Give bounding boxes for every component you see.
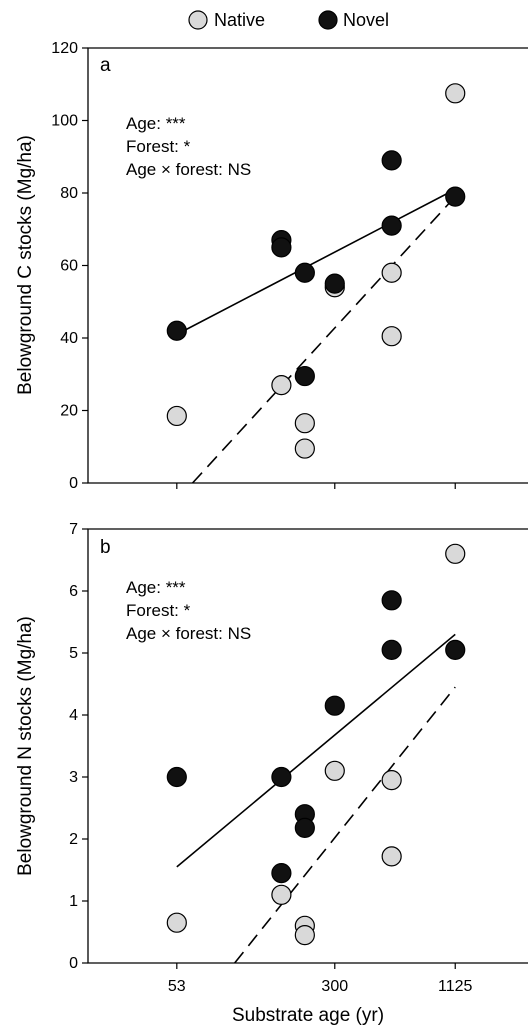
panel-b-y-tick-label-5: 5 bbox=[69, 645, 78, 662]
panel-b-fit-line-native bbox=[234, 686, 456, 964]
panel-a-point-native-3 bbox=[294, 438, 315, 459]
panel-a-y-axis-title: Belowground C stocks (Mg/ha) bbox=[15, 135, 36, 395]
panel-b-point-novel-6 bbox=[381, 590, 402, 611]
panel-a-y-tick-label-5: 100 bbox=[51, 113, 78, 130]
panel-a-annotation-interaction: Age × forest: NS bbox=[126, 160, 251, 179]
panel-b-point-native-7 bbox=[445, 543, 466, 564]
x-tick-label-1: 300 bbox=[321, 978, 348, 995]
panel-a-y-tick-label-1: 20 bbox=[60, 403, 78, 420]
panel-b-y-tick-label-0: 0 bbox=[69, 955, 78, 972]
panel-b-y-tick-label-3: 3 bbox=[69, 769, 78, 786]
panel-a-point-native-7 bbox=[445, 83, 466, 104]
panel-b-y-tick-label-7: 7 bbox=[69, 521, 78, 538]
panel-a-point-novel-5 bbox=[324, 273, 345, 294]
x-tick-label-2: 1125 bbox=[438, 978, 473, 995]
panel-b-point-novel-1 bbox=[271, 766, 292, 788]
panel-b-point-novel-2 bbox=[271, 862, 292, 884]
panel-b-y-axis-title: Belowground N stocks (Mg/ha) bbox=[15, 616, 36, 876]
panel-b-point-native-5 bbox=[381, 769, 402, 791]
legend-marker-native bbox=[188, 10, 208, 30]
panel-a-fit-line-novel bbox=[176, 188, 456, 336]
panel-b-y-tick-label-6: 6 bbox=[69, 583, 78, 600]
panel-a-y-tick-label-4: 80 bbox=[60, 185, 78, 202]
panel-b-point-novel-4 bbox=[294, 817, 315, 838]
panel-a-point-novel-8 bbox=[445, 186, 466, 207]
panel-a-point-native-2 bbox=[294, 413, 315, 434]
panel-b-frame bbox=[87, 528, 528, 964]
panel-a-point-native-6 bbox=[381, 326, 402, 347]
legend: Native Novel bbox=[188, 10, 389, 30]
panel-b-letter: b bbox=[100, 537, 111, 558]
panel-a-point-novel-3 bbox=[294, 262, 315, 283]
panel-b-annotation-forest: Forest: * bbox=[126, 601, 191, 620]
panel-b-point-novel-8 bbox=[445, 639, 466, 661]
panel-b-y-tick-label-1: 1 bbox=[69, 893, 78, 910]
panel-a-point-novel-7 bbox=[381, 215, 402, 236]
panel-a-annotation-age: Age: *** bbox=[126, 114, 186, 133]
panel-a: a Age: *** Forest: * Age × forest: NS Be… bbox=[15, 40, 528, 492]
panel-a-point-novel-6 bbox=[381, 150, 402, 171]
legend-marker-novel bbox=[318, 10, 338, 30]
panel-b-point-native-6 bbox=[381, 846, 402, 867]
panel-b-point-native-3 bbox=[294, 924, 315, 946]
panel-a-point-native-0 bbox=[166, 405, 187, 427]
legend-label-native: Native bbox=[214, 10, 265, 30]
panel-b-point-novel-0 bbox=[166, 766, 187, 788]
panel-b-y-tick-label-4: 4 bbox=[69, 707, 78, 724]
panel-a-point-novel-4 bbox=[294, 365, 315, 387]
panel-b-point-native-4 bbox=[324, 760, 345, 781]
panel-a-fit-line-native bbox=[191, 196, 456, 484]
panel-b: b Age: *** Forest: * Age × forest: NS Be… bbox=[15, 521, 528, 972]
panel-b-point-novel-7 bbox=[381, 639, 402, 661]
x-tick-label-0: 53 bbox=[168, 978, 186, 995]
panel-b-point-native-0 bbox=[166, 912, 187, 933]
legend-label-novel: Novel bbox=[343, 10, 389, 30]
panel-b-annotation-age: Age: *** bbox=[126, 578, 186, 597]
panel-a-y-tick-label-3: 60 bbox=[60, 258, 78, 275]
panel-a-annotation-forest: Forest: * bbox=[126, 137, 191, 156]
panel-a-point-native-5 bbox=[381, 262, 402, 283]
panel-a-y-tick-label-2: 40 bbox=[60, 330, 78, 347]
panel-b-point-native-1 bbox=[271, 884, 292, 905]
panel-a-y-tick-label-6: 120 bbox=[51, 40, 78, 57]
panel-a-y-tick-label-0: 0 bbox=[69, 475, 78, 492]
panel-b-fit-line-novel bbox=[176, 633, 456, 868]
panel-b-annotation-interaction: Age × forest: NS bbox=[126, 624, 251, 643]
panel-b-y-tick-label-2: 2 bbox=[69, 831, 78, 848]
panel-b-point-novel-5 bbox=[324, 695, 345, 716]
panel-a-point-novel-2 bbox=[271, 237, 292, 258]
panel-a-point-novel-0 bbox=[166, 320, 187, 341]
panel-a-letter: a bbox=[100, 55, 111, 76]
x-axis-title: Substrate age (yr) bbox=[232, 1005, 384, 1026]
panel-a-point-native-1 bbox=[271, 375, 292, 396]
